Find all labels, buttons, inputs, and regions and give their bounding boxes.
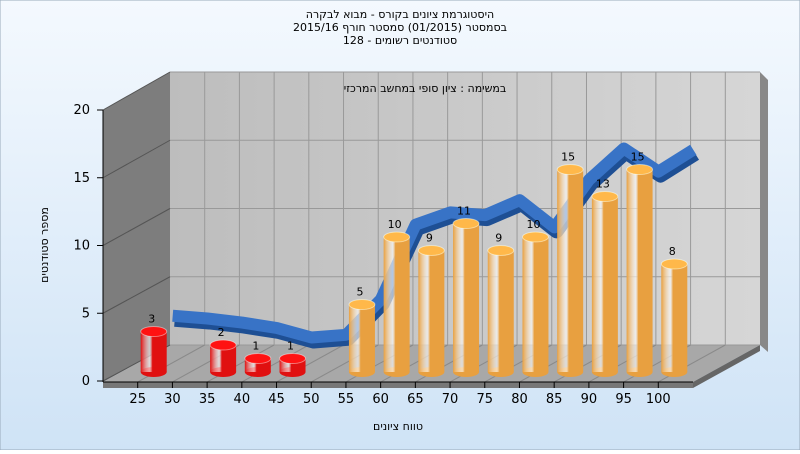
y-tick-label: 5 <box>82 306 90 321</box>
ribbon <box>172 142 697 344</box>
y-tick-label: 15 <box>73 171 90 186</box>
value-label: 15 <box>631 151 645 164</box>
bar <box>140 331 167 372</box>
x-tick-label: 90 <box>581 392 598 407</box>
bar <box>383 237 410 372</box>
bar <box>522 237 549 372</box>
bar <box>348 304 375 372</box>
x-tick-label: 40 <box>234 392 251 407</box>
value-label: 15 <box>561 151 575 164</box>
chart-title: היסטוגרמת ציונים בקורס - מבוא לבקרה <box>306 8 494 21</box>
annotation: במשימה : ציון סופי במחשב המרכזי <box>344 82 507 95</box>
ribbon-layer <box>172 142 700 349</box>
bar-top <box>487 245 515 256</box>
bar-top <box>521 231 549 243</box>
bar <box>487 250 514 372</box>
x-tick-label: 25 <box>129 392 146 407</box>
x-tick-label: 70 <box>442 392 459 407</box>
bar-top <box>660 258 688 270</box>
bar-top <box>417 245 445 256</box>
value-label: 1 <box>287 340 294 353</box>
bar-top <box>591 191 619 202</box>
wall-edge <box>760 72 768 352</box>
x-tick-label: 30 <box>164 392 181 407</box>
value-label: 13 <box>596 178 610 191</box>
x-tick-label: 85 <box>546 392 563 407</box>
bar <box>557 169 584 372</box>
value-label: 8 <box>669 245 676 258</box>
bar <box>626 169 653 372</box>
x-tick-label: 100 <box>646 392 671 407</box>
value-label: 1 <box>252 340 259 353</box>
x-tick-label: 55 <box>338 392 355 407</box>
bar-top <box>383 231 411 243</box>
x-tick-label: 80 <box>511 392 528 407</box>
value-label: 9 <box>495 232 502 245</box>
grid-line <box>102 139 171 179</box>
x-axis-label: טווח ציונים <box>373 420 423 433</box>
bar <box>418 250 445 372</box>
value-label: 5 <box>356 286 363 299</box>
floor-edge <box>103 382 693 388</box>
value-label: 10 <box>526 218 540 231</box>
value-label: 11 <box>457 205 471 218</box>
value-label: 10 <box>388 218 402 231</box>
y-tick-label: 20 <box>73 103 90 118</box>
value-label: 2 <box>218 326 225 339</box>
x-tick-label: 50 <box>303 392 320 407</box>
bar-top <box>626 164 654 175</box>
y-tick-label: 0 <box>82 374 90 389</box>
x-tick-label: 65 <box>407 392 424 407</box>
y-tick-label: 10 <box>73 239 90 254</box>
chart-subtitle: סטודנטים רשומים - 128 <box>343 34 457 47</box>
bar-top <box>209 339 237 351</box>
grid-line <box>102 208 171 246</box>
bar-top <box>556 164 584 175</box>
chart-subtitle: בסמסטר (01/2015) סמסטר חורף 2015/16 <box>293 21 507 34</box>
x-tick-label: 75 <box>476 392 493 407</box>
x-tick-label: 95 <box>615 392 632 407</box>
y-axis-label: מספר סטודנטים <box>38 207 51 283</box>
x-tick-label: 35 <box>199 392 216 407</box>
value-label: 3 <box>148 313 155 326</box>
bar <box>591 196 618 372</box>
bar-top <box>140 326 168 337</box>
value-label: 9 <box>426 232 433 245</box>
floor-edge <box>693 345 760 388</box>
grid-line <box>102 71 171 111</box>
bar-top <box>348 299 376 310</box>
x-tick-label: 45 <box>268 392 285 407</box>
bar <box>453 223 480 372</box>
bar-top <box>279 353 307 364</box>
bar-top <box>452 218 480 229</box>
bar <box>661 264 688 372</box>
x-tick-label: 60 <box>372 392 389 407</box>
grid-line <box>102 276 171 314</box>
bar-top <box>244 353 272 364</box>
